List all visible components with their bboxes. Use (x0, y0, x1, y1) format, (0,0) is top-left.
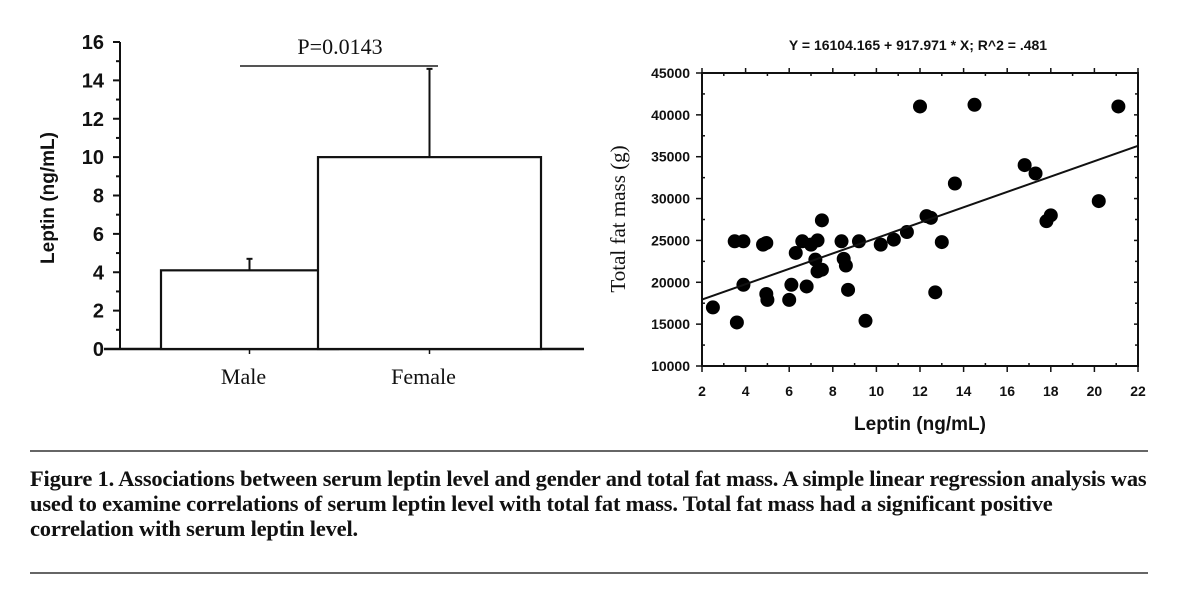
scatter-point (841, 282, 856, 297)
bar-y-tick-label: 0 (93, 339, 104, 361)
scatter-point (1043, 208, 1058, 223)
scatter-y-tick-label: 20000 (651, 274, 690, 290)
bar-y-tick-label: 16 (82, 32, 104, 54)
bar-y-tick-label: 10 (82, 147, 104, 169)
bar-female (316, 156, 543, 351)
scatter-y-tick-label: 45000 (651, 65, 690, 81)
caption-bottom-rule (30, 572, 1148, 574)
scatter-point (1111, 99, 1126, 114)
scatter-point (1017, 158, 1032, 173)
scatter-point (947, 176, 962, 191)
scatter-chart: Y = 16104.165 + 917.971 * X; R^2 = .481 … (606, 37, 1146, 435)
bar-y-axis-ticks: 0 2 4 6 8 10 12 14 16 (82, 32, 120, 361)
scatter-point (760, 292, 775, 307)
scatter-point (784, 277, 799, 292)
scatter-point (873, 237, 888, 252)
scatter-x-axis-label: Leptin (ng/mL) (854, 414, 986, 435)
scatter-x-tick-label: 18 (1043, 383, 1059, 399)
caption-top-rule (30, 450, 1148, 452)
scatter-point (886, 232, 901, 247)
scatter-point (810, 233, 825, 248)
scatter-point (814, 213, 829, 228)
scatter-x-tick-label: 2 (698, 383, 706, 399)
figure-canvas: 0 2 4 6 8 10 12 14 16 P=0.0143 Leptin (ng/mL) Ma… (38, 32, 1146, 435)
scatter-title: Y = 16104.165 + 917.971 * X; R^2 = .481 (789, 37, 1047, 53)
bar-y-tick-label: 12 (82, 109, 104, 131)
scatter-x-tick-label: 12 (912, 383, 928, 399)
bar-y-tick-label: 4 (93, 262, 105, 284)
scatter-point (799, 279, 814, 294)
scatter-x-tick-label: 10 (869, 383, 885, 399)
scatter-point (736, 234, 751, 249)
bar-male (159, 269, 340, 351)
scatter-y-tick-label: 30000 (651, 191, 690, 207)
scatter-point (759, 235, 774, 250)
scatter-x-tick-label: 16 (999, 383, 1015, 399)
scatter-plot-frame (701, 72, 1139, 367)
scatter-y-tick-label: 15000 (651, 316, 690, 332)
scatter-x-tick-label: 4 (742, 383, 750, 399)
figure-caption: Figure 1. Associations between serum lep… (30, 466, 1147, 541)
scatter-point (729, 315, 744, 330)
bar-y-tick-label: 14 (82, 70, 105, 92)
scatter-point (967, 97, 982, 112)
bar-y-tick-label: 6 (93, 224, 104, 246)
scatter-point (838, 258, 853, 273)
scatter-x-tick-label: 22 (1130, 383, 1146, 399)
scatter-point (928, 285, 943, 300)
scatter-y-tick-label: 10000 (651, 358, 690, 374)
regression-line (701, 144, 1139, 301)
scatter-y-tick-label: 25000 (651, 232, 690, 248)
scatter-y-tick-label: 35000 (651, 149, 690, 165)
bar-x-tick-label: Female (391, 364, 456, 389)
bar-y-tick-label: 2 (93, 301, 104, 323)
scatter-point (1028, 166, 1043, 181)
scatter-point (814, 262, 829, 277)
bar-y-tick-label: 8 (93, 186, 104, 208)
scatter-point (858, 313, 873, 328)
scatter-x-tick-label: 20 (1087, 383, 1103, 399)
scatter-point (705, 300, 720, 315)
scatter-y-axis-label: Total fat mass (g) (606, 145, 630, 292)
scatter-point (1091, 194, 1106, 209)
scatter-x-tick-label: 6 (785, 383, 793, 399)
bar-chart: 0 2 4 6 8 10 12 14 16 P=0.0143 Leptin (ng/mL) Ma… (38, 32, 584, 389)
scatter-point (934, 235, 949, 250)
scatter-point (788, 245, 803, 260)
scatter-x-tick-label: 14 (956, 383, 972, 399)
bar-y-axis-label: Leptin (ng/mL) (38, 132, 59, 264)
p-value-annotation: P=0.0143 (297, 34, 382, 59)
scatter-point (913, 99, 927, 114)
scatter-point (834, 234, 849, 249)
scatter-x-tick-label: 8 (829, 383, 837, 399)
scatter-point (782, 292, 797, 307)
bar-x-tick-label: Male (221, 364, 266, 389)
scatter-y-tick-label: 40000 (651, 107, 690, 123)
